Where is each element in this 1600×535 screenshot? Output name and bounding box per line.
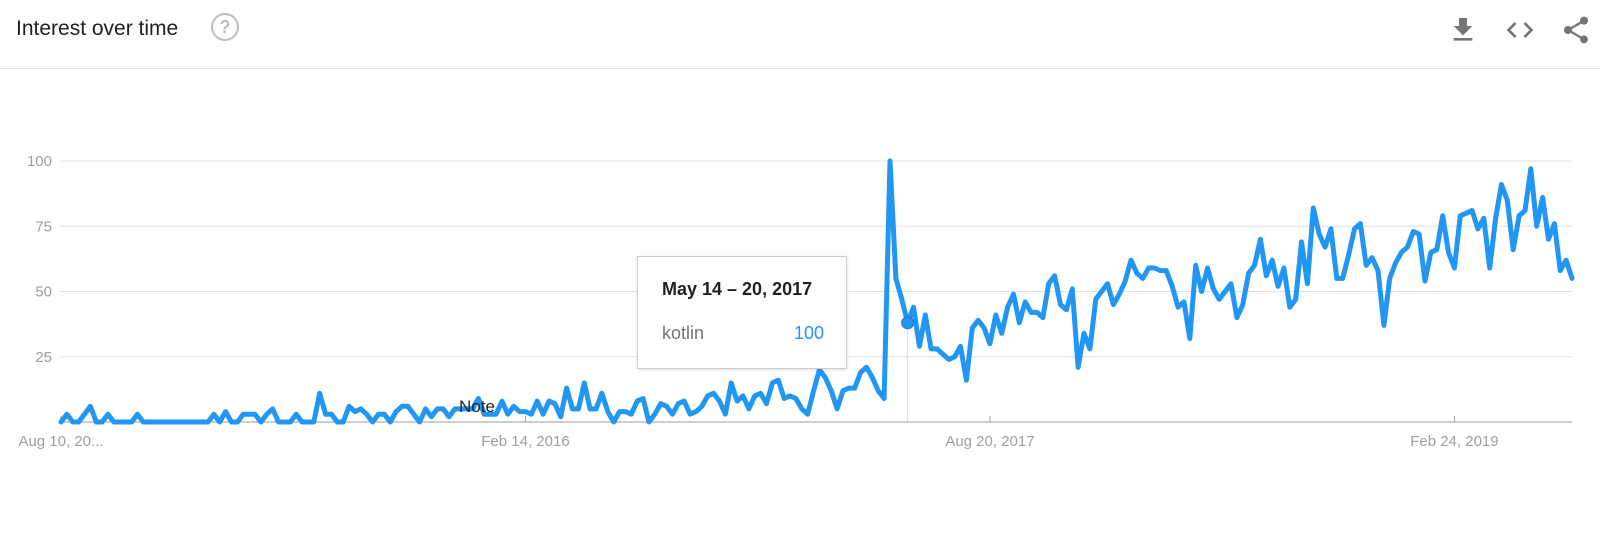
embed-code-icon [1506, 22, 1534, 38]
download-button[interactable] [1447, 14, 1479, 46]
card-title: Interest over time [16, 17, 179, 40]
help-icon[interactable]: ? [211, 13, 239, 41]
y-tick-label: 25 [35, 349, 52, 366]
series-line-kotlin [58, 158, 1575, 425]
highlight-point [901, 316, 915, 330]
series-layer [58, 158, 1575, 425]
tooltip-series-value: 100 [793, 323, 824, 343]
x-tick-label: Aug 20, 2017 [945, 433, 1034, 450]
y-tick-label: 50 [35, 284, 52, 301]
interest-line-chart: 25 50 75 100 Aug 10, 20... Feb 14, 2016 Aug 20… [18, 153, 1575, 450]
embed-button[interactable] [1504, 14, 1536, 46]
download-icon [1453, 18, 1473, 41]
y-tick-label: 75 [35, 218, 52, 235]
share-icon [1564, 16, 1588, 44]
chart-note[interactable]: Note [459, 397, 495, 416]
chart-tooltip: May 14 – 20, 2017 kotlin 100 [637, 256, 847, 369]
point-layer [901, 316, 915, 330]
axis-layer: 25 50 75 100 Aug 10, 20... Feb 14, 2016 Aug 20… [18, 153, 1572, 450]
tooltip-series-name: kotlin [662, 323, 705, 343]
y-tick-label: 100 [27, 153, 52, 170]
card-header: Interest over time ? [0, 0, 1600, 69]
share-button[interactable] [1560, 14, 1592, 46]
x-tick-label: Aug 10, 20... [18, 433, 103, 450]
tooltip-date: May 14 – 20, 2017 [662, 279, 813, 299]
x-tick-label: Feb 14, 2016 [481, 433, 569, 450]
x-tick-label: Feb 24, 2019 [1410, 433, 1498, 450]
